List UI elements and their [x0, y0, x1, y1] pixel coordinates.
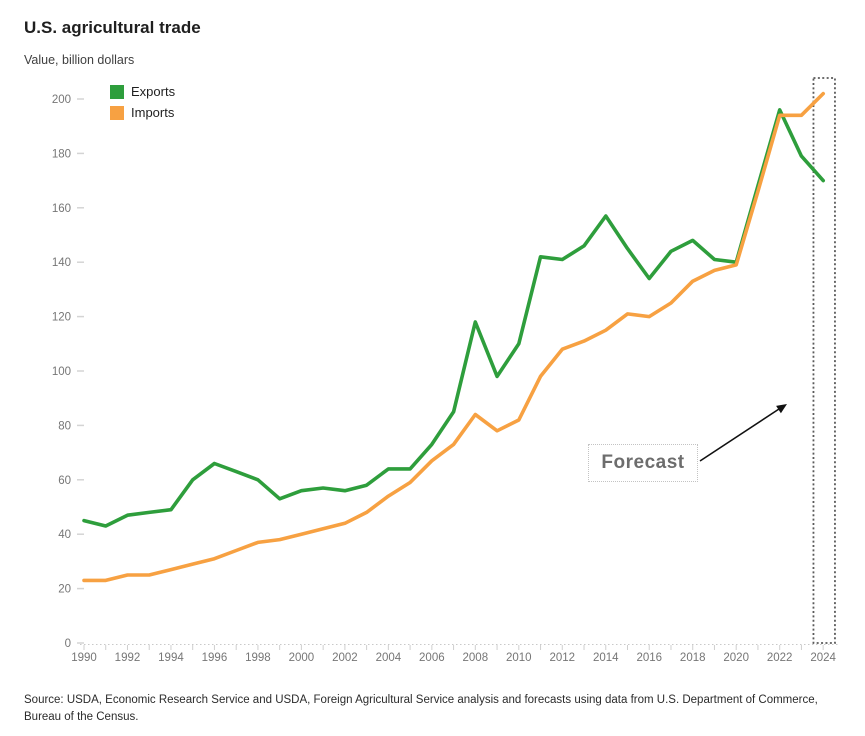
legend-label-exports: Exports [131, 84, 176, 99]
forecast-region-outline [812, 77, 836, 644]
x-axis-tick-label: 2010 [506, 652, 532, 664]
x-axis-tick-label: 1990 [71, 652, 97, 664]
exports-swatch [110, 85, 124, 99]
x-axis-tick-label: 2012 [549, 652, 575, 664]
y-axis-tick-label: 80 [58, 420, 71, 432]
y-axis-tick-label: 160 [52, 203, 71, 215]
x-axis-tick-label: 1998 [245, 652, 271, 664]
x-axis-tick-label: 2000 [289, 652, 315, 664]
x-axis-tick-label: 1992 [115, 652, 141, 664]
y-axis-tick-label: 180 [52, 148, 71, 160]
series-line-exports [82, 108, 826, 528]
x-axis-tick-label: 2004 [376, 652, 402, 664]
axis-units-label: Value, billion dollars [24, 53, 135, 67]
forecast-arrow-head-icon [776, 404, 787, 414]
legend-item-imports: Imports [110, 106, 175, 120]
y-axis-tick-label: 20 [58, 584, 71, 596]
x-axis-tick-label: 2020 [723, 652, 749, 664]
x-axis-tick-label: 2022 [767, 652, 793, 664]
forecast-annotation-label: Forecast [601, 452, 685, 473]
legend-label-imports: Imports [131, 105, 175, 120]
x-axis-tick-label: 2006 [419, 652, 445, 664]
x-axis-tick-label: 2024 [810, 652, 836, 664]
y-axis-tick-label: 40 [58, 529, 71, 541]
y-axis-tick-label: 120 [52, 312, 71, 324]
forecast-arrow-line [699, 408, 780, 462]
legend: Exports Imports [110, 85, 175, 127]
x-axis-tick-label: 2002 [332, 652, 358, 664]
y-axis-tick-label: 0 [65, 638, 71, 650]
forecast-annotation: Forecast [588, 444, 698, 482]
y-axis-tick-label: 140 [52, 257, 71, 269]
x-axis-tick-label: 2016 [636, 652, 662, 664]
page-title: U.S. agricultural trade [24, 18, 201, 37]
x-axis-tick-label: 2008 [463, 652, 489, 664]
x-axis-tick-label: 2014 [593, 652, 619, 664]
imports-swatch [110, 106, 124, 120]
y-axis-tick-label: 100 [52, 366, 71, 378]
x-axis-tick-label: 2018 [680, 652, 706, 664]
x-axis-tick-label: 1996 [202, 652, 228, 664]
source-note: Source: USDA, Economic Research Service … [24, 694, 818, 723]
series-line-imports [82, 91, 826, 583]
y-axis-tick-label: 200 [52, 94, 71, 106]
y-axis-tick-label: 60 [58, 475, 71, 487]
x-axis-tick-label: 1994 [158, 652, 184, 664]
legend-item-exports: Exports [110, 85, 175, 99]
